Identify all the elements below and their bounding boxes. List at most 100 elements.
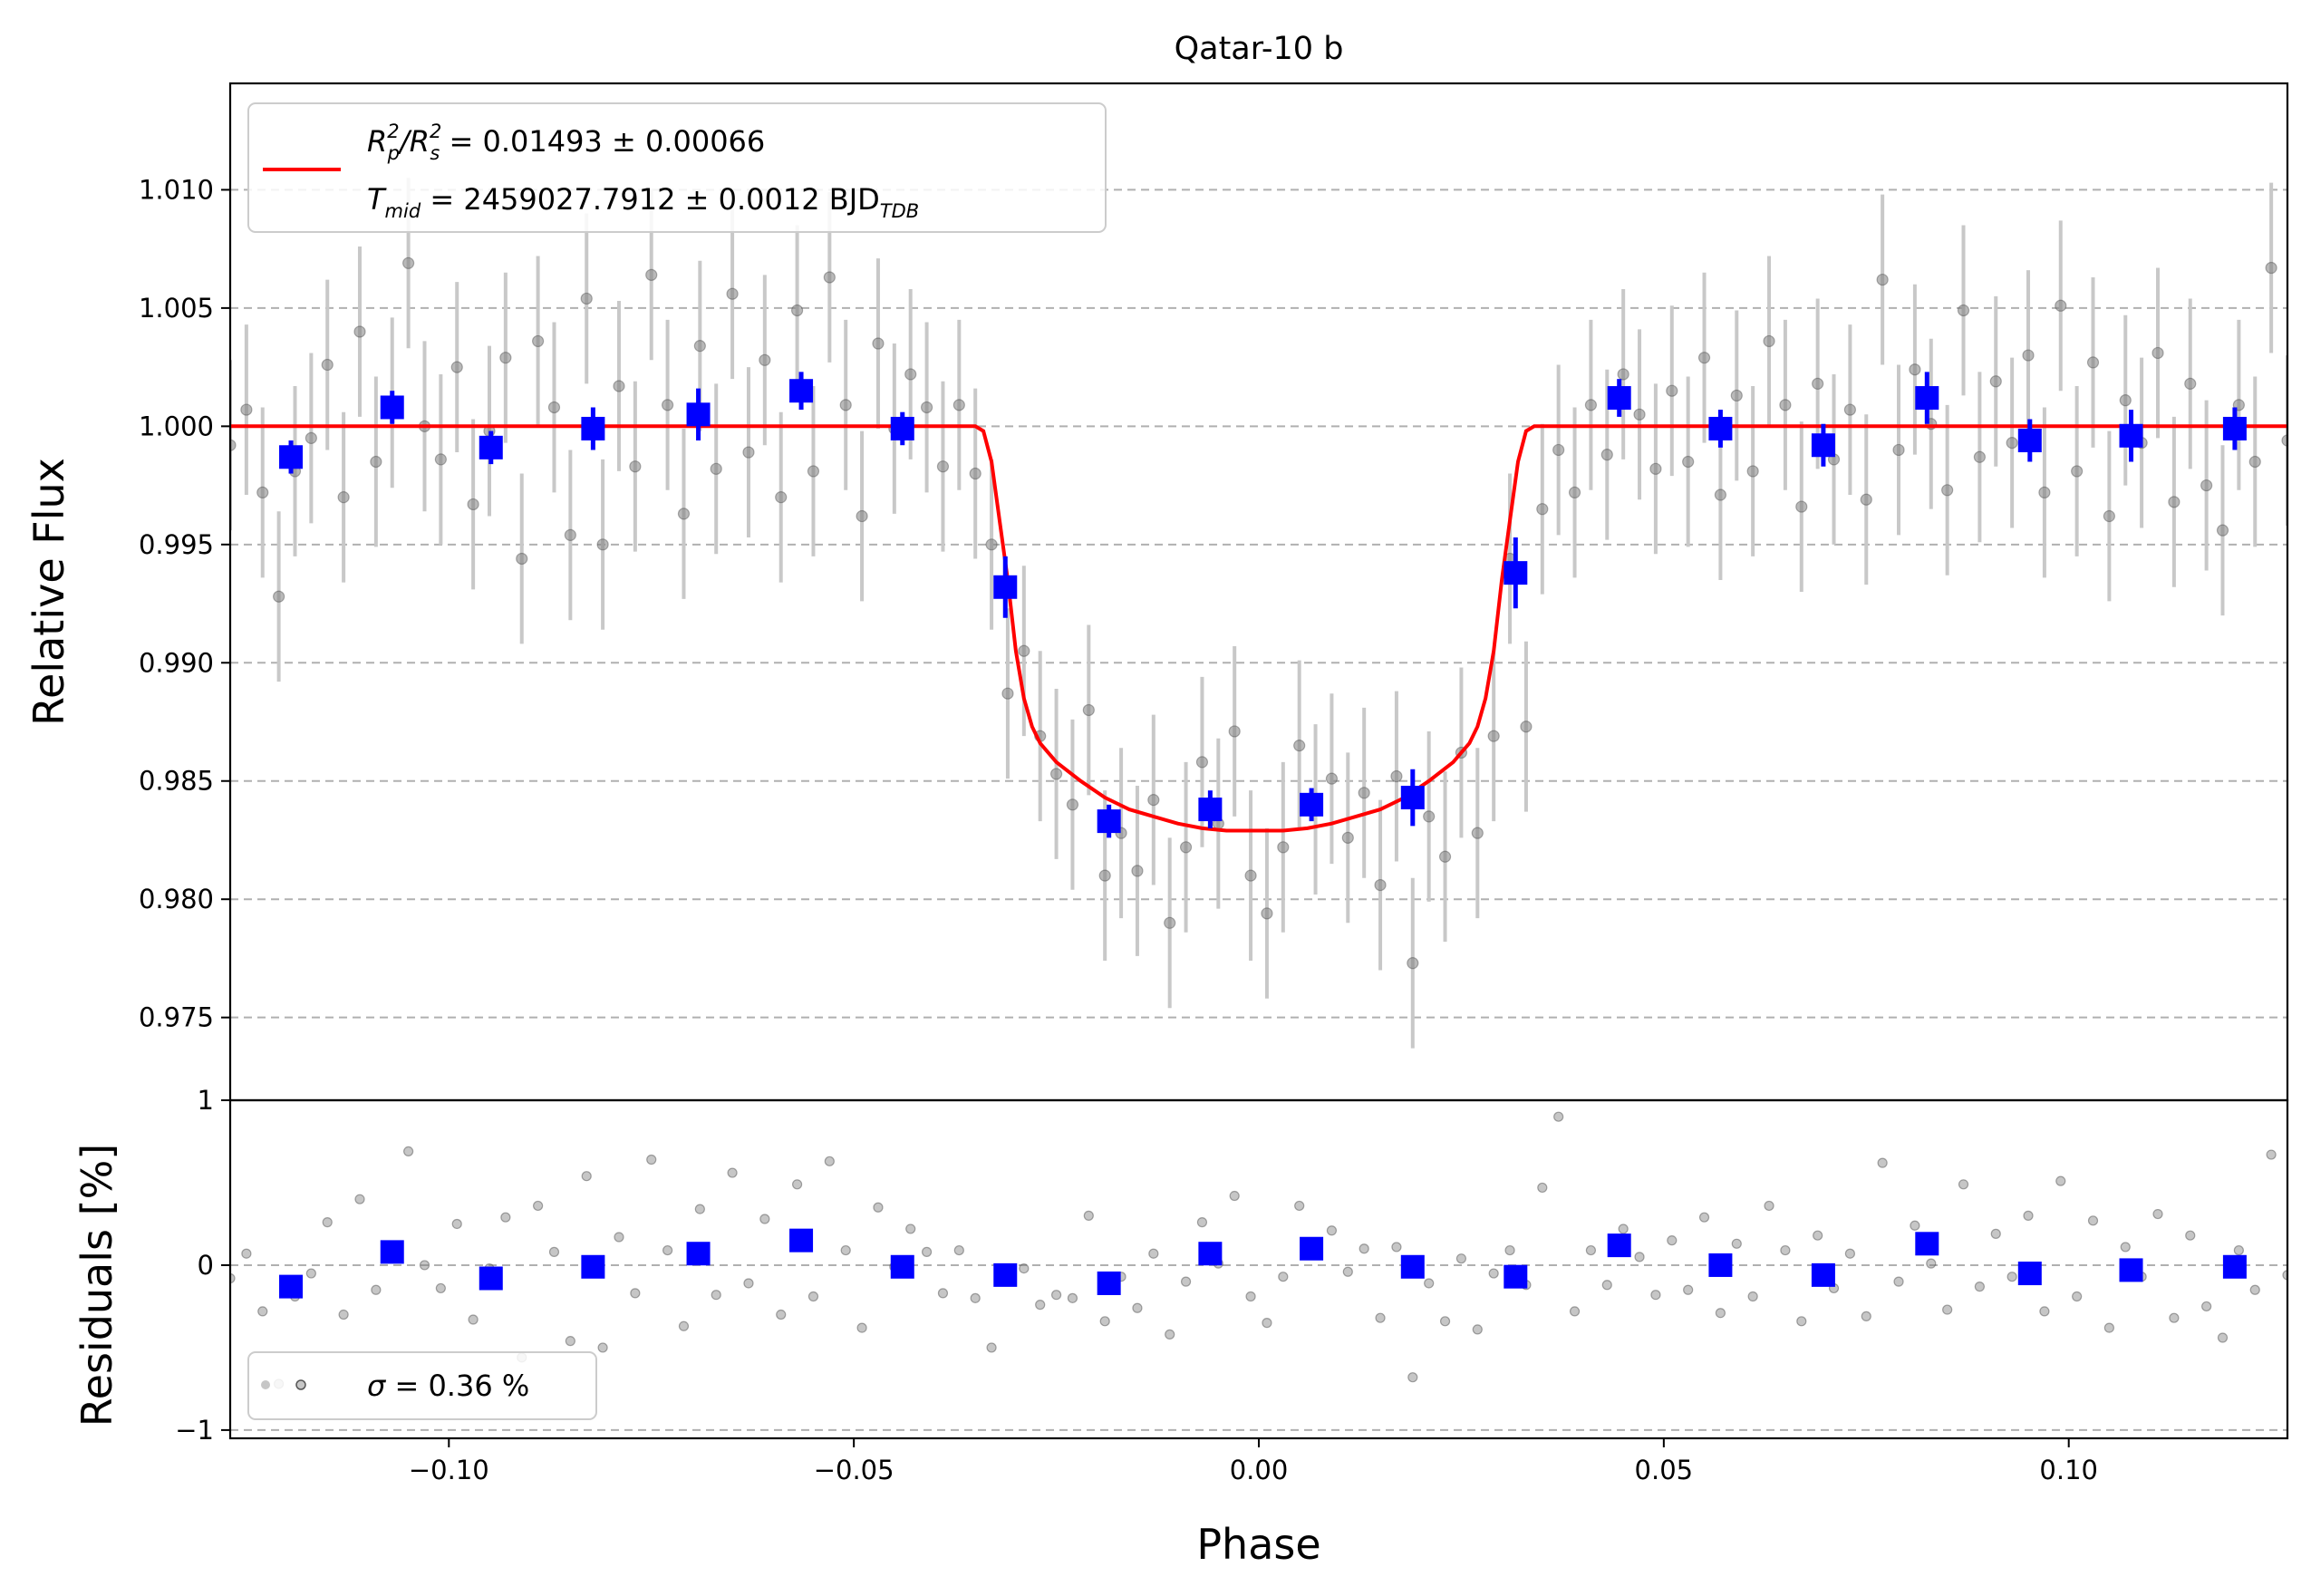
residual-point	[403, 1146, 414, 1157]
residual-point	[2120, 1242, 2131, 1253]
raw-point	[1957, 304, 1970, 317]
raw-point	[775, 491, 788, 504]
residual-point	[1698, 1212, 1710, 1223]
top-y-tick-label: 0.985	[139, 766, 214, 797]
raw-point	[969, 467, 981, 480]
legend-residual-swatch-a	[261, 1380, 270, 1389]
residual-point	[1634, 1252, 1645, 1262]
raw-point	[1536, 503, 1549, 516]
binned-residual-point	[993, 1262, 1018, 1287]
top-y-tick-label: 0.990	[139, 647, 214, 678]
raw-point	[807, 465, 820, 478]
binned-point	[1504, 561, 1528, 585]
raw-point	[256, 486, 269, 499]
raw-point	[1423, 810, 1436, 823]
residual-point	[1342, 1266, 1353, 1277]
binned-point	[2017, 429, 2042, 453]
residual-point	[2201, 1301, 2212, 1312]
residual-point	[2217, 1332, 2229, 1343]
residual-point	[873, 1202, 884, 1213]
residual-point	[230, 1272, 236, 1284]
top-y-tick-label: 0.975	[139, 1002, 214, 1033]
raw-point	[629, 460, 642, 473]
bottom-y-tick-label: 1	[198, 1085, 214, 1116]
binned-residual-point	[789, 1228, 814, 1253]
raw-point	[1746, 465, 1759, 478]
x-tick-label: 0.00	[1230, 1455, 1289, 1485]
residual-point	[776, 1309, 787, 1320]
residual-point	[1132, 1302, 1143, 1313]
binned-point	[993, 575, 1018, 599]
residual-point	[1683, 1284, 1694, 1295]
residual-point	[2266, 1149, 2277, 1160]
top-y-tick-label: 1.010	[139, 174, 214, 205]
raw-point	[2038, 486, 2051, 499]
residual-point	[1504, 1244, 1515, 1256]
raw-point	[2086, 356, 2100, 369]
residual-point	[305, 1268, 316, 1279]
residual-point	[1926, 1258, 1937, 1269]
binned-residual-point	[1811, 1262, 1835, 1287]
raw-point	[321, 358, 334, 372]
raw-point	[1438, 850, 1452, 863]
raw-point	[1374, 878, 1387, 892]
raw-point	[2071, 465, 2084, 478]
residual-point	[1424, 1278, 1435, 1289]
residual-point	[500, 1212, 511, 1223]
top-legend: R2 p/R2 s = 0.01493 ± 0.00066 Tmid = 24590…	[247, 102, 1107, 233]
residual-point	[1035, 1300, 1046, 1311]
binned-point	[2222, 416, 2247, 440]
binned-residual-point	[890, 1254, 914, 1279]
residual-point	[1650, 1290, 1661, 1301]
binned-point	[1198, 798, 1223, 822]
raw-point	[1600, 449, 1613, 461]
bottom-legend-box	[247, 1351, 597, 1420]
raw-point	[1018, 644, 1030, 657]
raw-point	[1001, 687, 1014, 700]
raw-point	[1876, 273, 1889, 286]
legend-sigma-entry: σ = 0.36 %	[367, 1369, 529, 1403]
raw-point	[1341, 831, 1354, 844]
raw-point	[1261, 907, 1273, 920]
raw-point	[920, 401, 933, 414]
raw-point	[467, 498, 479, 511]
binned-point	[380, 395, 404, 420]
raw-point	[1471, 827, 1484, 839]
residual-point	[1942, 1304, 1953, 1315]
residual-point	[322, 1217, 333, 1228]
residual-point	[824, 1156, 835, 1166]
residual-point	[597, 1342, 608, 1353]
raw-point	[2265, 261, 2277, 275]
raw-point	[1682, 455, 1695, 469]
binned-residual-point	[1607, 1233, 1631, 1258]
raw-point	[839, 399, 852, 411]
residual-point	[2023, 1210, 2034, 1221]
binned-point	[581, 416, 605, 440]
residual-point	[2103, 1322, 2114, 1333]
bottom-binned-points	[279, 1228, 2247, 1299]
raw-point	[710, 462, 722, 475]
residual-point	[2055, 1175, 2066, 1186]
residual-point	[840, 1244, 851, 1256]
residual-point	[1893, 1276, 1904, 1287]
raw-point	[273, 590, 285, 603]
residual-point	[1910, 1220, 1920, 1231]
residual-point	[727, 1167, 738, 1178]
residual-point	[1990, 1228, 2001, 1239]
residual-point	[1585, 1244, 1597, 1256]
residual-point	[257, 1306, 268, 1317]
raw-point	[1779, 399, 1792, 411]
residual-point	[354, 1194, 365, 1204]
residual-point	[937, 1288, 949, 1299]
binned-point	[2119, 423, 2143, 448]
raw-point	[2168, 496, 2180, 508]
raw-point	[1714, 488, 1727, 501]
chart-title: Qatar-10 b	[1175, 31, 1344, 67]
residual-point	[1974, 1282, 1985, 1292]
residual-point	[2249, 1284, 2260, 1295]
raw-point	[1195, 756, 1209, 769]
raw-point	[1131, 865, 1144, 877]
x-tick-label: −0.10	[409, 1455, 489, 1485]
raw-point	[952, 399, 965, 411]
